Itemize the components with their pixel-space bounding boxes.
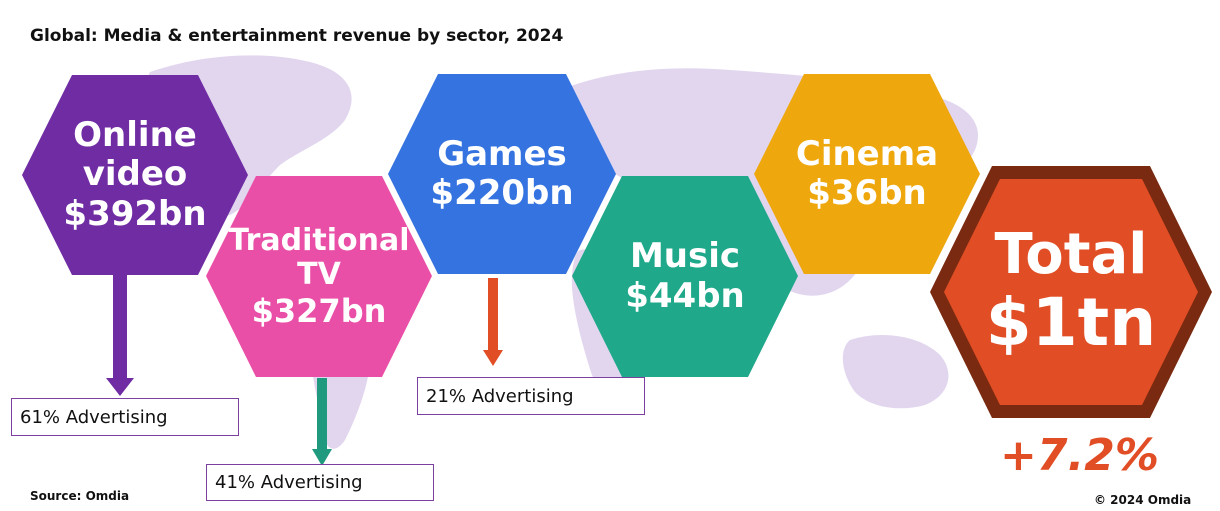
total-label: Total	[994, 221, 1148, 287]
hexagon-traditional-tv	[206, 176, 432, 377]
label-total: Total $1tn	[944, 179, 1198, 405]
sector-name-line: Music	[629, 236, 741, 277]
sector-value: $44bn	[625, 275, 745, 316]
label-cinema: Cinema $36bn	[754, 74, 980, 274]
advertising-arrow-traditional-tv	[312, 378, 332, 466]
chart-title: Global: Media & entertainment revenue by…	[30, 26, 564, 46]
sector-name-line: Cinema	[795, 133, 939, 174]
hexagon-total	[944, 179, 1198, 405]
sector-value: $220bn	[430, 173, 574, 213]
hexagon-cinema	[754, 74, 980, 274]
advertising-share: 61% Advertising	[20, 406, 168, 428]
copyright-note: © 2024 Omdia	[1094, 493, 1192, 507]
hexagon-online-video	[22, 75, 248, 275]
sector-name-line: video	[82, 154, 188, 195]
advertising-box-games: 21% Advertising	[417, 377, 645, 415]
advertising-box-online-video: 61% Advertising	[11, 398, 239, 436]
sector-value: $36bn	[807, 173, 927, 213]
total-value: $1tn	[985, 284, 1157, 362]
label-games: Games $220bn	[388, 74, 616, 274]
advertising-arrow-online-video	[106, 270, 134, 396]
advertising-share: 21% Advertising	[426, 385, 574, 407]
hexagon-music	[572, 176, 798, 377]
label-music: Music $44bn	[572, 176, 798, 377]
advertising-arrow-games	[483, 278, 503, 366]
label-online-video: Online video $392bn	[22, 75, 248, 275]
sector-name-line: Online	[73, 115, 197, 156]
advertising-share: 41% Advertising	[215, 472, 363, 493]
sector-value: $392bn	[63, 193, 207, 234]
advertising-box-traditional-tv: 41% Advertising	[206, 464, 434, 501]
source-note: Source: Omdia	[30, 489, 130, 503]
sector-name-line: Games	[437, 133, 567, 174]
growth-rate: +7.2%	[1000, 430, 1159, 481]
sector-name-line: TV	[297, 257, 341, 293]
hexagon-games	[388, 74, 616, 274]
label-traditional-tv: Traditional TV $327bn	[206, 176, 432, 377]
sector-value: $327bn	[251, 291, 387, 330]
sector-name-line: Traditional	[228, 222, 410, 258]
